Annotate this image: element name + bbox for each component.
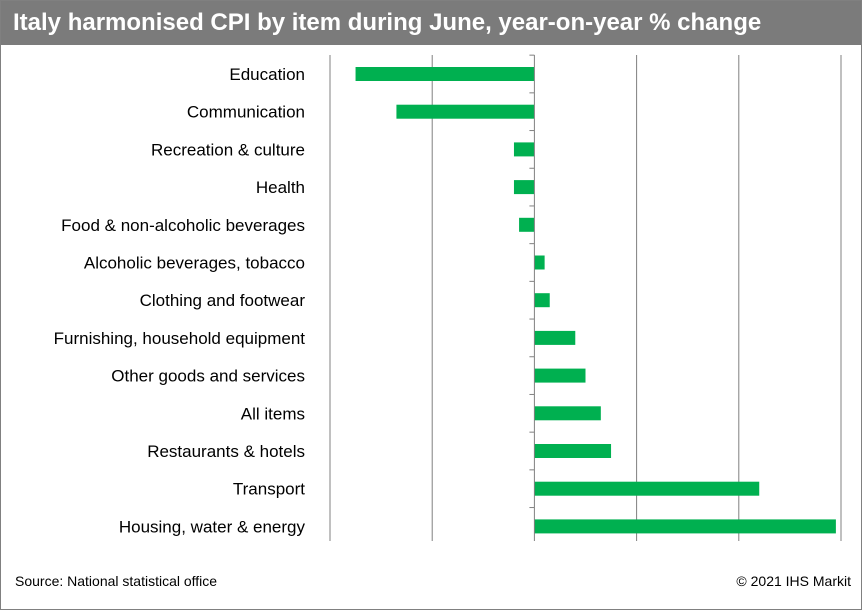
- category-label: Clothing and footwear: [140, 291, 306, 310]
- gridlines: [329, 55, 842, 541]
- category-label: Transport: [233, 480, 305, 499]
- bar: [534, 481, 760, 496]
- bar: [513, 142, 535, 157]
- bar: [534, 330, 576, 345]
- bar: [534, 406, 601, 421]
- bars: [355, 67, 836, 534]
- category-label: Recreation & culture: [151, 140, 305, 159]
- chart-title: Italy harmonised CPI by item during June…: [1, 1, 861, 45]
- bar-chart: Education Communication Recreation & cultu…: [54, 54, 842, 541]
- bar: [513, 180, 535, 195]
- category-label: Other goods and services: [111, 367, 305, 386]
- bar: [534, 444, 612, 458]
- bar: [519, 217, 535, 232]
- bar: [396, 104, 535, 119]
- category-label: All items: [241, 404, 305, 423]
- category-labels: Education Communication Recreation & cultu…: [54, 65, 306, 536]
- category-label: Food & non-alcoholic beverages: [61, 216, 305, 235]
- bar: [534, 255, 545, 270]
- category-label: Communication: [187, 103, 305, 122]
- category-label: Education: [229, 65, 305, 84]
- category-label: Restaurants & hotels: [147, 442, 305, 461]
- category-label: Health: [256, 178, 305, 197]
- bar: [355, 67, 535, 81]
- category-label: Alcoholic beverages, tobacco: [84, 254, 305, 273]
- category-label: Housing, water & energy: [119, 517, 306, 536]
- category-label: Furnishing, household equipment: [54, 329, 306, 348]
- bar: [534, 293, 550, 308]
- source-note: Source: National statistical office: [15, 573, 218, 589]
- bar: [534, 368, 586, 383]
- bar: [534, 519, 836, 534]
- category-axis: [529, 54, 535, 541]
- copyright-note: © 2021 IHS Markit: [736, 573, 851, 589]
